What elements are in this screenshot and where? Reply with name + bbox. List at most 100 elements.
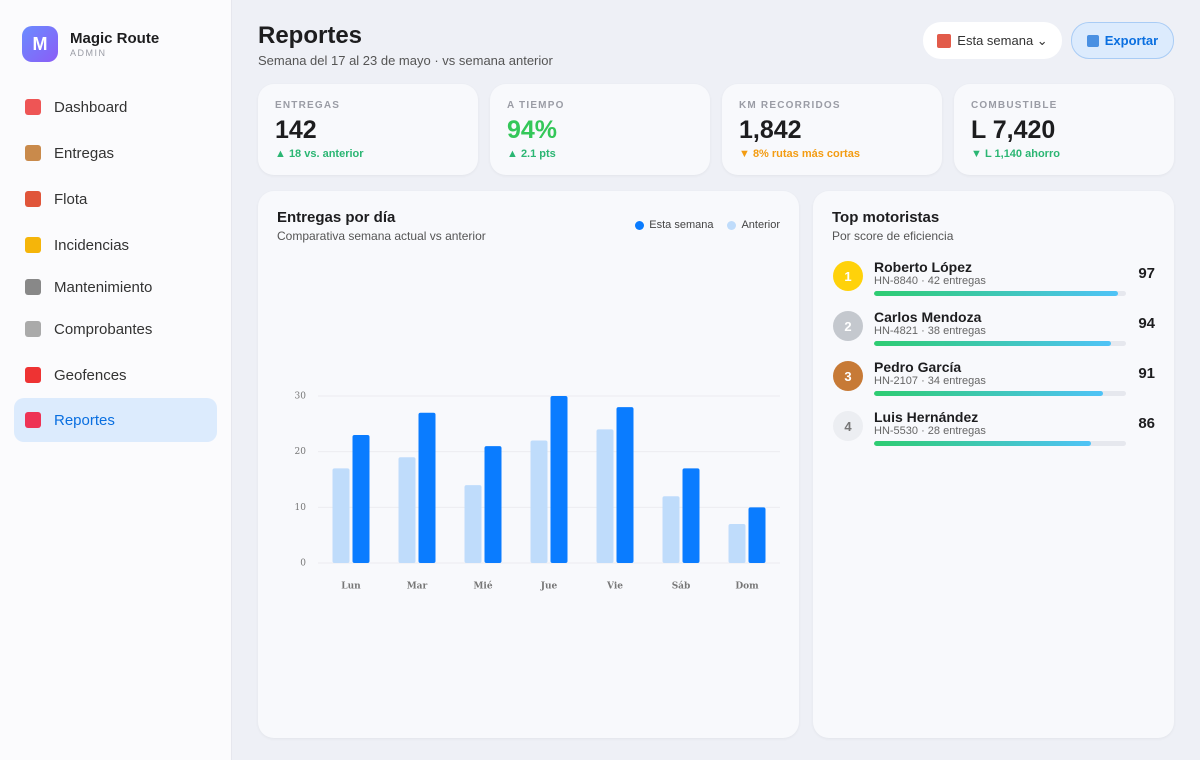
bar — [616, 407, 634, 563]
period-button[interactable]: Esta semana ⌄ — [923, 22, 1062, 59]
driver-row: 2 Carlos Mendoza HN-4821 · 38 entregas 94 — [833, 309, 1163, 359]
y-tick-label: 10 — [295, 503, 307, 513]
export-label: Exportar — [1104, 33, 1159, 48]
period-label: Esta semana — [957, 33, 1034, 48]
rank-badge: 3 — [833, 361, 863, 391]
kpi-delta: ▲ 18 vs. anterior — [275, 148, 364, 160]
driver-row: 3 Pedro García HN-2107 · 34 entregas 91 — [833, 359, 1163, 409]
kpi-card: COMBUSTIBLE L 7,420 ▼ L 1,140 ahorro — [954, 84, 1174, 175]
x-tick-label: Lun — [341, 582, 361, 592]
page-subtitle: Semana del 17 al 23 de mayo · vs semana … — [258, 53, 553, 68]
x-tick-label: Vie — [606, 582, 623, 592]
chart: 0 10 20 30 Lun Mar Mié Jue Vie Sáb Dom — [295, 392, 780, 592]
driver-name: Luis Hernández — [874, 409, 979, 425]
nav-item[interactable]: Mantenimiento — [14, 265, 217, 309]
nav-label: Comprobantes — [54, 320, 153, 338]
nav-label: Dashboard — [54, 98, 128, 116]
bar — [728, 524, 746, 563]
rank-badge: 4 — [833, 411, 863, 441]
nav-item[interactable]: Geofences — [14, 353, 217, 397]
rank-badge: 1 — [833, 261, 863, 291]
score-track — [874, 391, 1126, 396]
y-tick-label: 30 — [295, 392, 307, 402]
nav-label: Reportes — [54, 411, 115, 429]
kpi-value: L 7,420 — [971, 116, 1056, 144]
kpi-card: A TIEMPO 94% ▲ 2.1 pts — [490, 84, 710, 175]
driver-name: Carlos Mendoza — [874, 309, 982, 325]
nav-item[interactable]: Comprobantes — [14, 307, 217, 351]
driver-name: Pedro García — [874, 359, 962, 375]
legend: Esta semana Anterior — [635, 219, 780, 231]
top-panel: Top motoristas Por score de eficiencia 1… — [813, 191, 1174, 738]
chart-subtitle: Comparativa semana actual vs anterior — [277, 229, 486, 243]
nav-icon — [25, 191, 41, 207]
kpi-label: COMBUSTIBLE — [971, 100, 1058, 111]
chart-panel: Entregas por día Comparativa semana actu… — [258, 191, 799, 738]
kpi-value: 1,842 — [739, 116, 802, 144]
nav-icon — [25, 412, 41, 428]
nav-item[interactable]: Incidencias — [14, 223, 217, 267]
x-tick-label: Sáb — [672, 581, 691, 592]
score-bar — [874, 291, 1119, 296]
bar — [484, 446, 502, 563]
score-bar — [874, 341, 1111, 346]
x-tick-label: Mié — [473, 581, 492, 592]
nav-icon — [25, 145, 41, 161]
score-bar — [874, 391, 1104, 396]
driver-row: 4 Luis Hernández HN-5530 · 28 entregas 86 — [833, 409, 1163, 459]
nav-label: Entregas — [54, 144, 115, 162]
top-title: Top motoristas — [832, 209, 940, 226]
nav-icon — [25, 367, 41, 383]
x-tick-label: Jue — [540, 582, 558, 592]
driver-detail: HN-5530 · 28 entregas — [874, 425, 986, 437]
legend-swatch — [727, 220, 737, 230]
nav-label: Geofences — [54, 366, 127, 384]
export-button[interactable]: Exportar — [1071, 22, 1174, 59]
chart-title: Entregas por día — [277, 209, 396, 226]
bar — [530, 440, 548, 563]
y-tick-label: 0 — [300, 559, 306, 569]
nav-icon — [25, 99, 41, 115]
legend-item: Esta semana — [635, 219, 713, 231]
bar — [596, 429, 614, 563]
driver-detail: HN-2107 · 34 entregas — [874, 375, 986, 387]
kpi-value: 142 — [275, 116, 317, 144]
bar — [418, 412, 436, 563]
kpi-value: 94% — [507, 116, 558, 144]
kpi-label: KM RECORRIDOS — [739, 100, 841, 111]
score-track — [874, 291, 1126, 296]
kpi-delta: ▲ 2.1 pts — [507, 148, 556, 160]
driver-row: 1 Roberto López HN-8840 · 42 entregas 97 — [833, 259, 1163, 309]
score-value: 91 — [1138, 365, 1155, 382]
driver-detail: HN-8840 · 42 entregas — [874, 275, 986, 287]
bar — [682, 468, 700, 563]
x-tick-label: Dom — [735, 582, 759, 592]
nav-icon — [25, 321, 41, 337]
kpi-label: ENTREGAS — [275, 100, 341, 111]
bar — [464, 485, 482, 563]
kpi-card: ENTREGAS 142 ▲ 18 vs. anterior — [258, 84, 478, 175]
kpi-delta: ▼ 8% rutas más cortas — [739, 148, 860, 160]
legend-swatch — [635, 220, 645, 230]
score-bar — [874, 441, 1091, 446]
score-value: 97 — [1138, 265, 1155, 282]
role: ADMIN — [70, 48, 107, 58]
bar — [398, 457, 416, 563]
x-tick-label: Mar — [407, 582, 428, 592]
bar — [550, 396, 568, 563]
legend-item: Anterior — [727, 219, 780, 231]
nav-item[interactable]: Reportes — [14, 398, 217, 442]
logo: M — [22, 26, 58, 62]
driver-name: Roberto López — [874, 259, 972, 275]
driver-detail: HN-4821 · 38 entregas — [874, 325, 986, 337]
nav-item[interactable]: Flota — [14, 177, 217, 221]
kpi-card: KM RECORRIDOS 1,842 ▼ 8% rutas más cortas — [722, 84, 942, 175]
nav-label: Mantenimiento — [54, 278, 153, 296]
page-title: Reportes — [258, 22, 363, 49]
score-track — [874, 441, 1126, 446]
nav-item[interactable]: Entregas — [14, 131, 217, 175]
nav-item[interactable]: Dashboard — [14, 85, 217, 129]
rank-badge: 2 — [833, 311, 863, 341]
brand: Magic Route — [70, 30, 160, 47]
